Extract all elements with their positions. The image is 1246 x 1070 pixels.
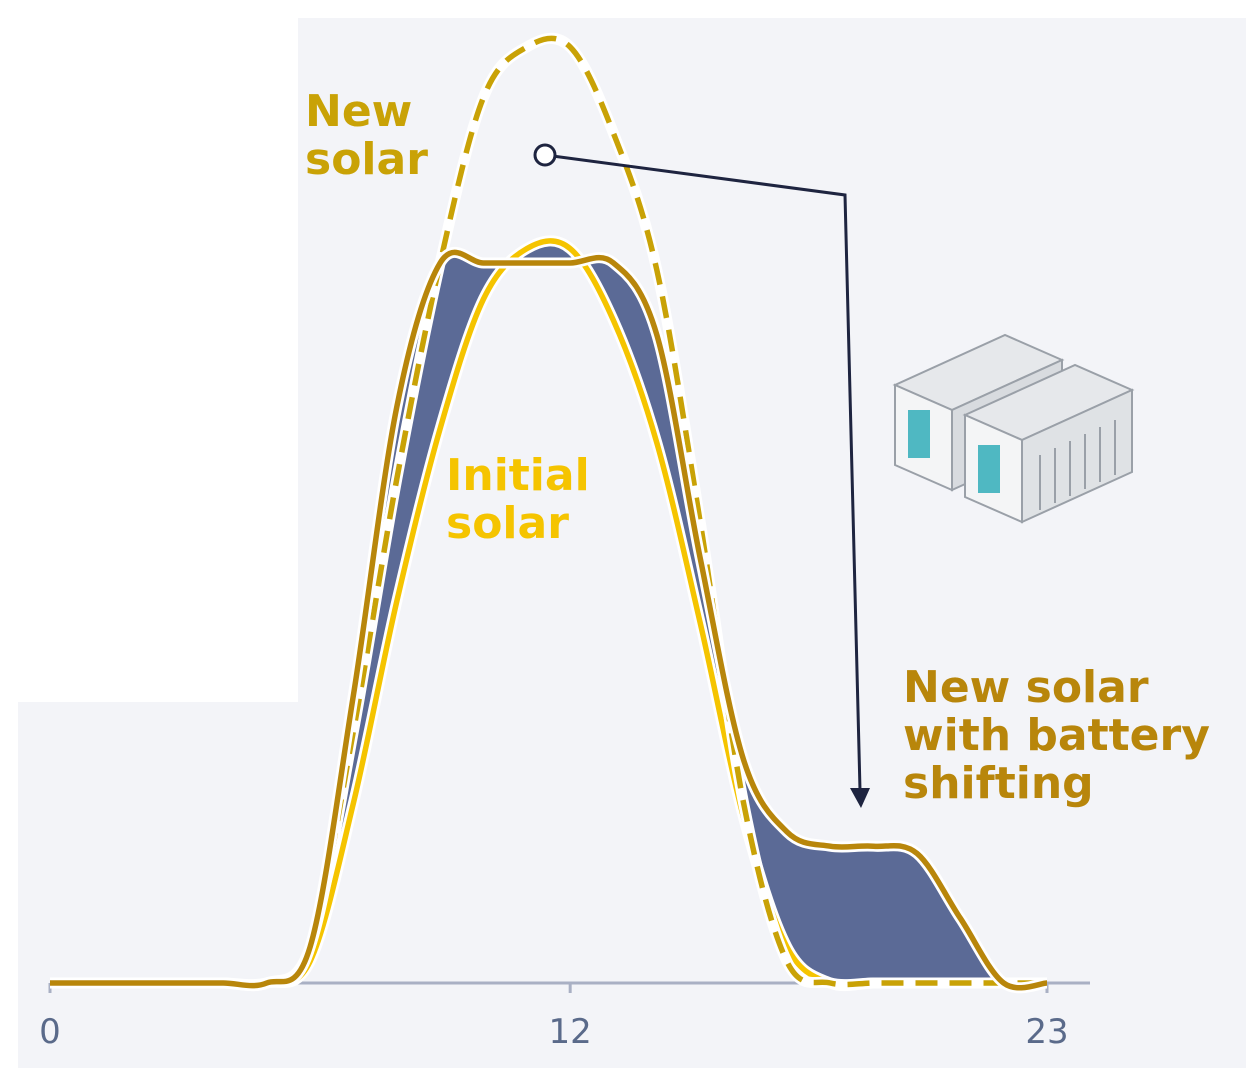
annotation-arrow bbox=[533, 143, 870, 808]
plot: 0 12 23 bbox=[39, 32, 1090, 1052]
series-label: New solar with battery shifting bbox=[903, 662, 1210, 809]
background-cutout bbox=[18, 18, 298, 702]
x-tick-label: 23 bbox=[1025, 1012, 1068, 1052]
x-tick-label: 0 bbox=[39, 1012, 61, 1052]
series-line bbox=[50, 249, 1048, 991]
shifted-area bbox=[50, 240, 1047, 988]
x-tick-label: 12 bbox=[549, 1012, 592, 1052]
battery-icon bbox=[892, 333, 1135, 524]
series-label: Initial solar bbox=[446, 450, 590, 549]
series-label: New solar bbox=[305, 86, 428, 185]
